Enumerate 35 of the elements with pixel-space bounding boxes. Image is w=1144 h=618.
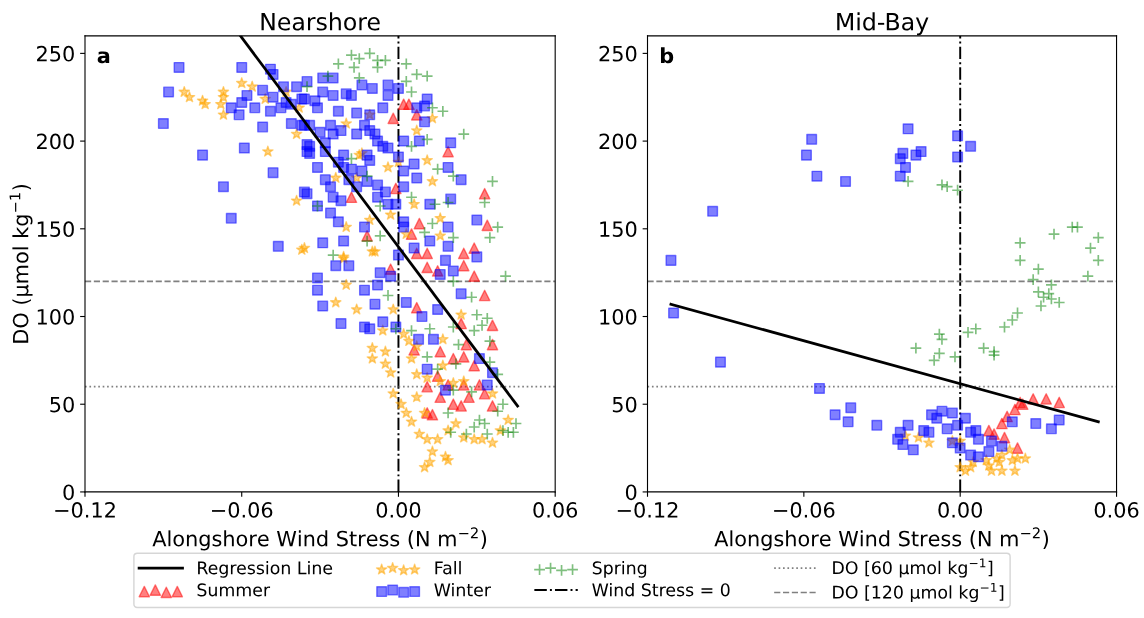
y-tick-label: 150 <box>600 221 637 238</box>
x-tick-label: −0.06 <box>774 502 835 518</box>
legend-label: Regression Line <box>198 560 333 578</box>
x-tick-label: 0.00 <box>938 502 983 518</box>
y-tick-label: 50 <box>612 396 637 413</box>
legend-label: DO [60 µmol kg$^{−1}$] <box>833 558 993 578</box>
x-tick-label: −0.06 <box>212 502 273 518</box>
y-tick-label: 0 <box>625 484 637 501</box>
y-tick-label: 50 <box>50 396 74 413</box>
legend-label: Fall <box>435 560 461 575</box>
y-tick-label: 0 <box>63 484 74 501</box>
y-tick-label: 250 <box>599 45 637 62</box>
y-tick-label: 200 <box>599 133 637 150</box>
x-axis-title: Alongshore Wind Stress (N m$^{−2}$) <box>152 527 487 551</box>
y-tick-label: 250 <box>37 45 74 62</box>
y-tick-label: 100 <box>600 308 637 325</box>
y-tick-label: 200 <box>37 133 74 150</box>
annotation: b <box>660 47 674 64</box>
legend-label: Spring <box>592 560 647 578</box>
legend-label: DO [120 µmol kg$^{−1}$] <box>833 582 1004 603</box>
legend-label: Wind Stress = 0 <box>592 582 730 597</box>
x-tick-label: 0.06 <box>1094 502 1139 518</box>
legend-label: Summer <box>197 583 271 597</box>
x-tick-label: 0.06 <box>533 502 578 518</box>
annotation: a <box>97 51 110 64</box>
chart-title: Nearshore <box>261 12 380 31</box>
y-axis-title: DO (µmol kg$^{−1}$) <box>9 184 33 343</box>
y-tick-label: 150 <box>37 221 74 238</box>
legend-label: Winter <box>434 582 491 597</box>
chart-title: Mid-Bay <box>837 12 929 36</box>
x-tick-label: −0.12 <box>617 502 678 518</box>
y-tick-label: 100 <box>37 308 74 325</box>
x-tick-label: −0.12 <box>55 502 115 518</box>
x-tick-label: 0.00 <box>376 502 421 518</box>
x-axis-title: Alongshore Wind Stress (N m$^{−2}$) <box>714 527 1049 551</box>
